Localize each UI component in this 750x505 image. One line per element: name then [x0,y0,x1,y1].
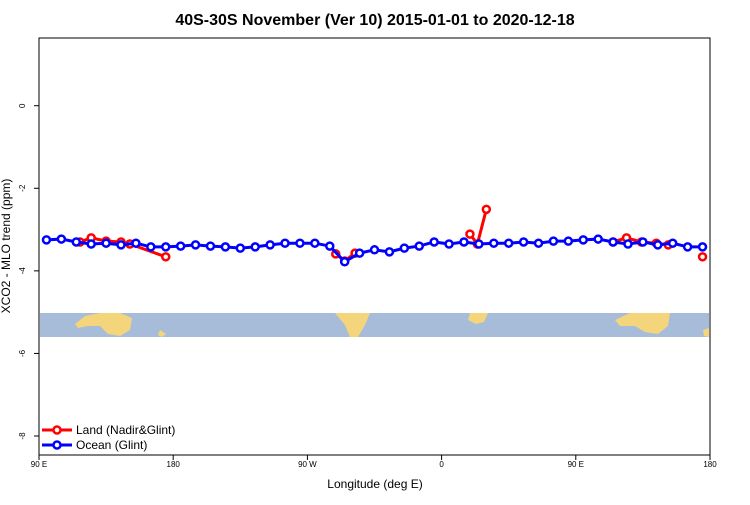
legend-label: Land (Nadir&Glint) [76,423,175,437]
data-point [399,243,410,253]
data-point [533,238,544,248]
data-point [474,239,484,249]
data-point [160,242,171,252]
data-point [384,247,395,257]
data-point [354,248,365,258]
data-point [578,235,589,245]
data-point [682,242,693,252]
data-point [146,242,156,252]
data-point [481,204,492,215]
y-tick-label: -8 [18,432,27,440]
legend-label: Ocean (Glint) [76,438,147,452]
data-point [697,252,708,262]
data-point [310,238,320,248]
data-point [667,238,678,248]
data-point [593,234,603,244]
data-point [250,242,260,252]
data-point [86,239,96,249]
x-axis-label: Longitude (deg E) [327,477,422,491]
data-point [638,237,648,247]
legend-marker [52,425,62,435]
x-tick-label: 90 W [298,460,317,469]
data-point [116,240,126,250]
data-point [160,252,171,262]
data-point [280,238,290,248]
data-point [220,242,231,252]
data-point [608,237,618,247]
data-point [175,241,186,251]
chart-title: 40S-30S November (Ver 10) 2015-01-01 to … [175,12,574,29]
data-point [414,241,424,251]
data-point [653,240,663,250]
x-tick-label: 0 [439,460,444,469]
data-point [295,238,305,248]
plot-frame [38,37,711,456]
data-point [235,243,246,253]
x-tick-label: 90 E [568,460,584,469]
data-point [429,237,439,247]
data-point [489,238,499,248]
map-strip [40,313,709,337]
data-point [339,257,350,267]
data-point [503,238,514,248]
data-point [265,240,275,250]
data-point [71,237,82,247]
data-point [548,236,559,246]
y-tick-label: 0 [18,103,27,108]
x-tick-label: 180 [703,460,717,469]
data-point [623,239,633,249]
data-point [190,240,201,250]
data-point [101,238,111,248]
y-axis-label: XCO2 - MLO trend (ppm) [0,179,13,314]
y-tick-label: -6 [18,349,27,357]
legend-marker [52,440,62,450]
y-tick-label: -4 [18,267,27,275]
x-tick-label: 180 [167,460,181,469]
data-point [444,239,454,249]
data-point [56,234,67,244]
data-point [459,237,469,247]
x-tick-label: 90 E [31,460,47,469]
data-point [325,241,335,251]
data-point [563,236,574,246]
data-point [369,245,380,255]
data-point [205,241,216,251]
data-point [131,238,141,248]
data-point [518,237,529,247]
data-point [465,229,475,239]
data-point [697,242,708,252]
y-tick-label: -2 [18,184,27,192]
data-point [41,235,52,245]
